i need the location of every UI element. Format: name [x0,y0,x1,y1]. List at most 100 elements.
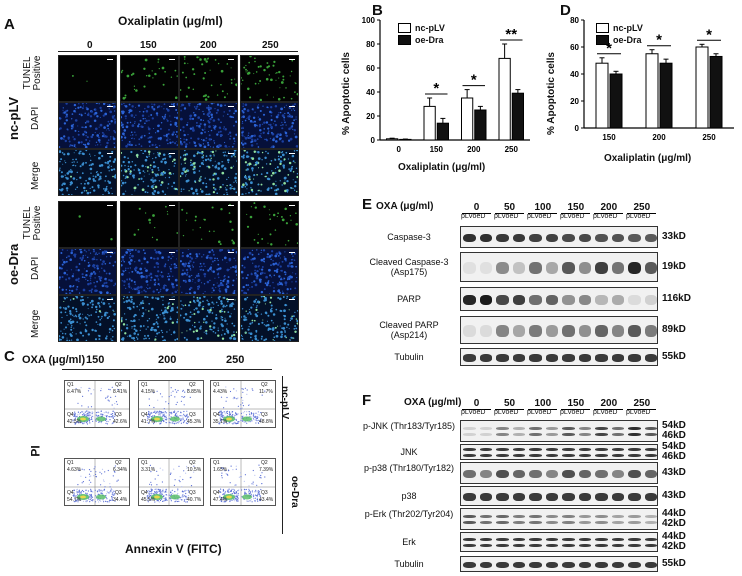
blot-band [479,469,492,479]
blot-band [496,433,509,436]
molecular-weight: 42kD [662,518,686,529]
panel-e-label: E [362,196,373,213]
blot-band [611,427,624,430]
flow-plot: Q1 Q2 1.65% 7.39% Q4 Q3 47.4% 43.4% [210,458,276,506]
panel-c-group-line [282,376,283,534]
blot-band [545,325,558,337]
blot-band [512,561,525,569]
quadrant-value: 47.4% [213,497,228,503]
blot-band [545,433,558,436]
blot-strip [460,316,658,344]
blot-band [545,538,558,541]
blot-band [479,448,492,451]
blot-band [595,262,608,274]
quadrant-value: Q2 [261,460,268,466]
blot-band [463,544,476,547]
micrograph [119,102,179,149]
legend-d-swatch-white [596,23,609,33]
quadrant-label: Q1 [67,382,74,388]
conc-200: 200 [200,40,217,51]
bar [709,55,723,129]
legend-d-swatch-black [596,35,609,45]
blot-band [545,233,558,243]
blot-band [496,233,509,243]
blot-band [595,325,608,337]
blot-band [562,262,575,274]
blot-band [644,433,657,436]
legend-d-oe-dra: oe-Dra [596,34,643,46]
panel-c-header-line [62,369,272,370]
blot-band [611,561,624,569]
panel-c-ylabel: PI [28,445,43,457]
micrograph [240,295,299,342]
blot-row-label: p-Erk (Thr202/Tyr204) [364,509,454,519]
blot-band [595,521,608,524]
blot-row-label: p-JNK (Thr183/Tyr185) [362,421,456,431]
blot-band [463,515,476,518]
blot-band [595,538,608,541]
blot-band [545,469,558,479]
blot-band [479,433,492,436]
quadrant-label: Q1 [141,382,148,388]
blot-strip [460,420,658,442]
quadrant-value: Q3 [189,412,196,418]
blot-band [529,538,542,541]
blot-band [578,493,591,501]
quadrant-label: Q1 [141,460,148,466]
x-tick-label: 0 [397,145,402,154]
blot-band [595,233,608,243]
blot-band [644,427,657,430]
flow-plot: Q1 Q2 4.43% 11.7% Q4 Q3 35.1% 48.8% [210,380,276,428]
legend-nc-plv-text: nc-pLV [415,23,445,33]
blot-band [463,262,476,274]
legend-d-oe-dra-text: oe-Dra [613,35,642,45]
blot-row-label: Cleaved PARP (Asp214) [379,320,439,340]
blot-band [628,325,641,337]
blot-band [496,493,509,501]
blot-concentration: 250 [633,202,651,213]
blot-band [512,454,525,457]
panel-f-label: F [362,392,372,409]
blot-band [512,262,525,274]
blot-band [496,448,509,451]
row-label-tunel-2: TUNEL Positive [22,201,43,245]
blot-band [496,561,509,569]
blot-band [545,454,558,457]
blot-strip [460,287,658,311]
lane-bracket [462,213,491,214]
panel-d-label: D [560,2,571,19]
blot-band [496,538,509,541]
significance-marker: * [471,72,477,89]
blot-band [611,538,624,541]
blot-band [479,493,492,501]
micrograph [58,201,117,248]
blot-band [611,454,624,457]
row-label-dapi: DAPI [30,106,41,130]
blot-band [479,354,492,362]
micrograph [240,201,299,248]
blot-band [545,515,558,518]
blot-band [529,262,542,274]
y-tick-label: 60 [366,64,375,73]
lane-bracket [528,409,557,410]
blot-band [463,493,476,501]
blot-band [529,454,542,457]
lane-bracket [462,409,491,410]
legend-d-nc-plv: nc-pLV [596,22,643,34]
micrograph [178,148,238,197]
quadrant-label: 6.47% [67,389,82,395]
blot-band [512,354,525,362]
panel-a-title: Oxaliplatin (μg/ml) [118,14,223,28]
legend-nc-plv: nc-pLV [398,22,445,34]
lane-bracket [561,409,590,410]
x-tick-label: 150 [430,145,444,154]
blot-band [578,325,591,337]
blot-band [496,515,509,518]
quadrant-value: 42.5% [67,419,82,425]
panel-a-header-line [58,51,298,52]
blot-row-label: p38 [401,491,417,501]
blot-band [529,325,542,337]
blot-band [644,538,657,541]
lane-label: pLVoeD [593,409,618,416]
quadrant-value: Q4 [213,412,220,418]
